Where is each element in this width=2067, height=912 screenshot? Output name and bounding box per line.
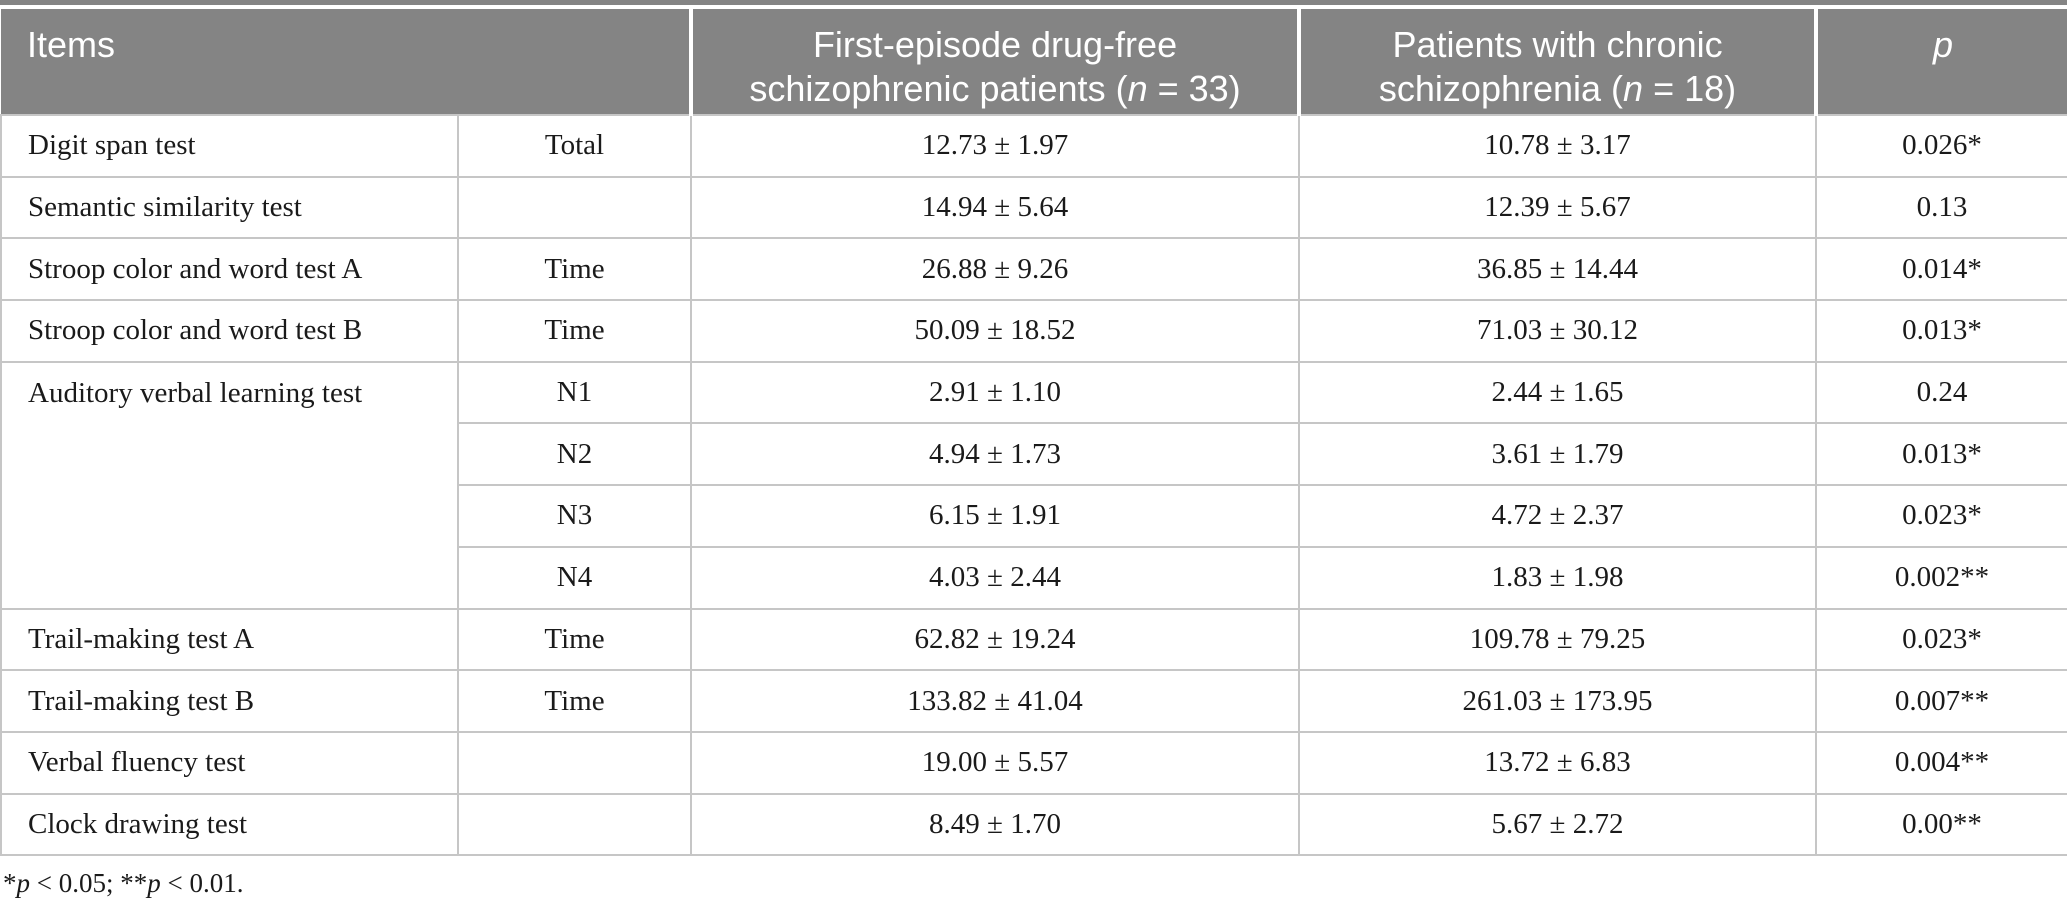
- column-header-items-label: Items: [27, 24, 116, 65]
- cell-group2-value: 261.03 ± 173.95: [1298, 669, 1818, 733]
- cell-group1-value: 4.94 ± 1.73: [690, 422, 1301, 487]
- cell-group2-value: 13.72 ± 6.83: [1298, 730, 1818, 795]
- footnote-text: < 0.05; **: [30, 868, 148, 899]
- table-row: N2 4.94 ± 1.73 3.61 ± 1.79 0.013*: [1, 422, 2067, 487]
- cell-p-value: 0.014*: [1815, 237, 2067, 302]
- group2-header-text: Patients with chronic schizophrenia (: [1378, 24, 1723, 109]
- cell-p-value: 0.002**: [1815, 545, 2067, 610]
- cell-item: Stroop color and word test B: [0, 299, 459, 363]
- cell-group2-value: 4.72 ± 2.37: [1298, 484, 1818, 548]
- table-header-row: Items First-episode drug-free schizophre…: [1, 9, 2067, 115]
- cell-item: Stroop color and word test A: [0, 237, 459, 302]
- cell-group1-value: 4.03 ± 2.44: [690, 545, 1301, 610]
- table-row: N3 6.15 ± 1.91 4.72 ± 2.37 0.023*: [1, 484, 2067, 548]
- p-header-label: p: [1933, 24, 1954, 65]
- cell-group2-value: 2.44 ± 1.65: [1298, 360, 1818, 425]
- group1-n-symbol: n: [1127, 67, 1148, 109]
- cell-group1-value: 19.00 ± 5.57: [690, 730, 1301, 795]
- table-row: Trail-making test A Time 62.82 ± 19.24 1…: [0, 607, 2067, 672]
- cell-item: Trail-making test A: [0, 607, 459, 672]
- footnote-p-symbol: p: [16, 868, 31, 899]
- column-header-group2: Patients with chronic schizophrenia (n =…: [1297, 9, 1817, 115]
- cell-group1-value: 133.82 ± 41.04: [690, 669, 1301, 733]
- cell-group2-value: 5.67 ± 2.72: [1298, 792, 1818, 857]
- column-header-items: Items: [1, 9, 692, 115]
- cell-item: Digit span test: [0, 114, 459, 178]
- cell-p-value: 0.00**: [1815, 792, 2067, 857]
- cell-group2-value: 10.78 ± 3.17: [1298, 114, 1818, 178]
- cell-p-value: 0.013*: [1815, 422, 2067, 487]
- table-row: Stroop color and word test A Time 26.88 …: [0, 237, 2067, 302]
- cell-item: Semantic similarity test: [0, 175, 459, 240]
- cell-subitem: Time: [456, 607, 693, 672]
- cell-group2-value: 12.39 ± 5.67: [1298, 175, 1818, 240]
- cell-p-value: 0.026*: [1815, 114, 2067, 178]
- cell-subitem: N2: [456, 422, 693, 487]
- cell-subitem: N1: [456, 360, 693, 425]
- column-header-group1: First-episode drug-free schizophrenic pa…: [689, 9, 1300, 115]
- table-row: Auditory verbal learning test N1 2.91 ± …: [0, 360, 2067, 610]
- cell-group1-value: 6.15 ± 1.91: [690, 484, 1301, 548]
- cell-subitem: [456, 730, 693, 795]
- cell-p-value: 0.24: [1815, 360, 2067, 425]
- cell-group2-value: 71.03 ± 30.12: [1298, 299, 1818, 363]
- table-row: Stroop color and word test B Time 50.09 …: [0, 299, 2067, 363]
- cell-p-value: 0.023*: [1815, 607, 2067, 672]
- cell-subitem: N3: [456, 484, 693, 548]
- table-row: Verbal fluency test 19.00 ± 5.57 13.72 ±…: [0, 730, 2067, 795]
- cell-subitem: Time: [456, 669, 693, 733]
- group1-header-suffix: = 33): [1147, 67, 1241, 109]
- cell-group1-value: 2.91 ± 1.10: [690, 360, 1301, 425]
- cell-group1-value: 12.73 ± 1.97: [690, 114, 1301, 178]
- cell-p-value: 0.004**: [1815, 730, 2067, 795]
- cell-subitem: Time: [456, 237, 693, 302]
- neurocognitive-results-table: Items First-episode drug-free schizophre…: [0, 9, 2067, 857]
- cell-group2-value: 109.78 ± 79.25: [1298, 607, 1818, 672]
- column-header-p: p: [1814, 9, 2067, 115]
- group1-header-text: First-episode drug-free schizophrenic pa…: [749, 24, 1178, 109]
- cell-subitem: Time: [456, 299, 693, 363]
- table-row: Digit span test Total 12.73 ± 1.97 10.78…: [0, 114, 2067, 178]
- cell-item: Trail-making test B: [0, 669, 459, 733]
- cell-p-value: 0.013*: [1815, 299, 2067, 363]
- cell-group2-value: 1.83 ± 1.98: [1298, 545, 1818, 610]
- cell-p-value: 0.023*: [1815, 484, 2067, 548]
- cell-group1-value: 14.94 ± 5.64: [690, 175, 1301, 240]
- group2-header-suffix: = 18): [1643, 67, 1737, 109]
- cell-group1-value: 26.88 ± 9.26: [690, 237, 1301, 302]
- cell-subitem: N4: [456, 545, 693, 610]
- table-row: Trail-making test B Time 133.82 ± 41.04 …: [0, 669, 2067, 733]
- cell-subitem: [456, 792, 693, 857]
- table-row: Semantic similarity test 14.94 ± 5.64 12…: [0, 175, 2067, 240]
- footnote-p-symbol: p: [147, 868, 161, 899]
- cell-item: Auditory verbal learning test: [0, 360, 459, 610]
- cell-item: Clock drawing test: [0, 792, 459, 857]
- cell-item: Verbal fluency test: [0, 730, 459, 795]
- group2-n-symbol: n: [1623, 67, 1644, 109]
- cell-group1-value: 62.82 ± 19.24: [690, 607, 1301, 672]
- table-row: N4 4.03 ± 2.44 1.83 ± 1.98 0.002**: [1, 545, 2067, 610]
- cell-p-value: 0.13: [1815, 175, 2067, 240]
- footnote-asterisk: *: [3, 868, 17, 899]
- cell-group2-value: 3.61 ± 1.79: [1298, 422, 1818, 487]
- table-row: Clock drawing test 8.49 ± 1.70 5.67 ± 2.…: [0, 792, 2067, 857]
- table-top-rule: [0, 0, 2067, 5]
- cell-group1-value: 8.49 ± 1.70: [690, 792, 1301, 857]
- cell-subitem: [456, 175, 693, 240]
- table-footnote: *p < 0.05; **p < 0.01.: [3, 868, 2067, 899]
- cell-subitem: Total: [456, 114, 693, 178]
- footnote-text: < 0.01.: [160, 868, 244, 899]
- cell-group1-value: 50.09 ± 18.52: [690, 299, 1301, 363]
- cell-p-value: 0.007**: [1815, 669, 2067, 733]
- cell-group2-value: 36.85 ± 14.44: [1298, 237, 1818, 302]
